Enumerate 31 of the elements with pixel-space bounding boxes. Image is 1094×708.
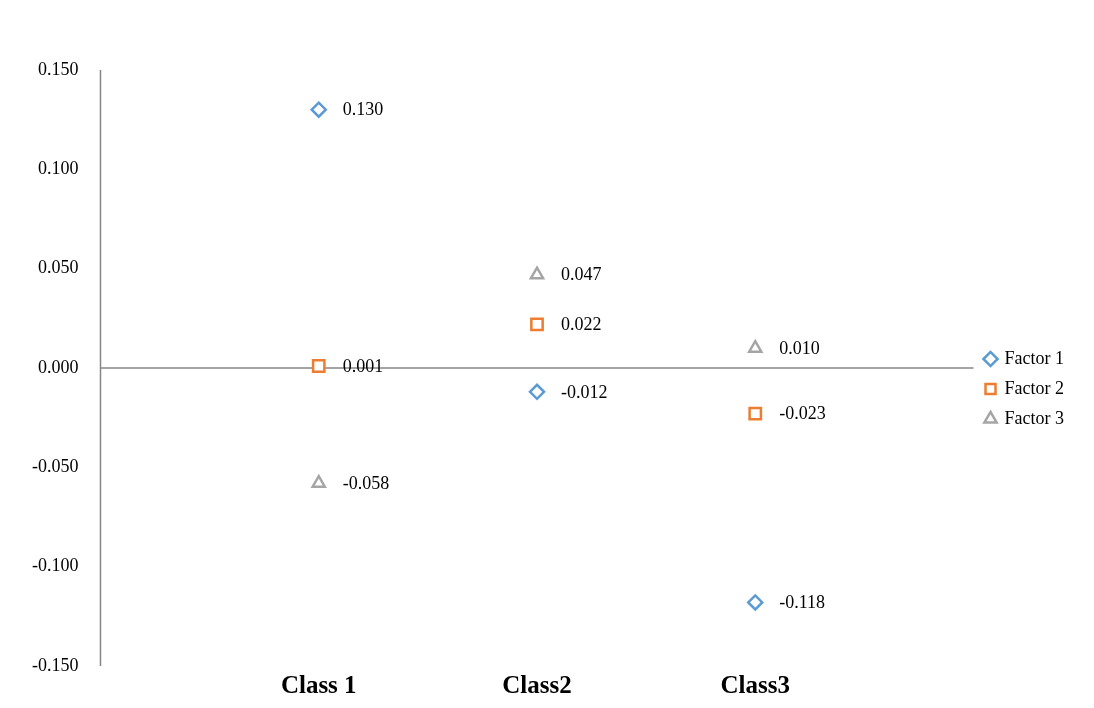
point (311, 474, 327, 488)
y-tick-label: -0.150 (31, 654, 79, 675)
data-label: -0.012 (561, 381, 608, 402)
x-tick-label: Class 1 (280, 671, 357, 699)
data-label: -0.118 (779, 592, 826, 613)
point (530, 317, 544, 332)
legend-label: Factor 1 (1004, 347, 1064, 368)
y-tick-label: 0.100 (37, 158, 79, 179)
y-tick-label: 0.150 (37, 58, 79, 79)
data-label: 0.047 (561, 264, 602, 285)
data-label: -0.058 (342, 472, 390, 493)
y-tick-label: -0.100 (31, 555, 79, 576)
data-label: 0.130 (342, 99, 384, 120)
data-label: 0.010 (779, 337, 820, 358)
point (529, 266, 545, 280)
point (748, 406, 763, 421)
data-label: 0.001 (342, 355, 384, 376)
data-label: 0.022 (561, 314, 602, 335)
point (747, 594, 764, 611)
point (310, 101, 327, 118)
x-tick-label: Class3 (720, 671, 790, 699)
data-label: -0.023 (779, 403, 826, 424)
legend-label: Factor 2 (1004, 377, 1064, 398)
legend-label: Factor 3 (1004, 407, 1064, 428)
y-tick-label: -0.050 (31, 456, 79, 477)
point (311, 359, 326, 373)
y-tick-label: 0.000 (37, 356, 79, 377)
x-tick-label: Class2 (502, 671, 572, 699)
y-tick-label: 0.050 (37, 257, 79, 278)
point (528, 383, 546, 401)
point (747, 339, 763, 353)
